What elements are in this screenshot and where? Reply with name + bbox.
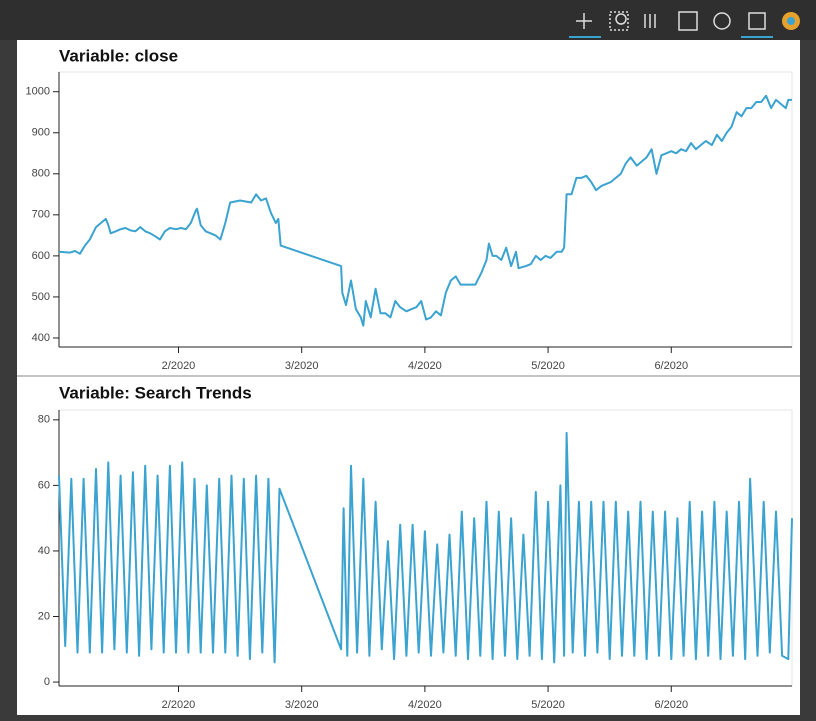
x-tick-label: 2/2020 xyxy=(162,360,196,372)
y-tick-label: 400 xyxy=(32,332,50,344)
reset-tool[interactable] xyxy=(713,12,731,30)
x-tick-label: 4/2020 xyxy=(408,360,442,372)
box-zoom-tool[interactable] xyxy=(609,11,629,31)
bokeh-logo-center xyxy=(787,17,795,25)
y-tick-label: 60 xyxy=(38,479,50,491)
zoom-lens xyxy=(615,13,627,25)
x-tick-label: 6/2020 xyxy=(654,360,688,372)
y-tick-label: 0 xyxy=(44,676,50,688)
x-tick-label: 3/2020 xyxy=(285,360,319,372)
y-tick-label: 700 xyxy=(32,209,50,221)
line-series xyxy=(58,431,793,664)
wheel-zoom-tool[interactable] xyxy=(644,14,656,28)
y-tick-label: 800 xyxy=(32,168,50,180)
y-tick-label: 80 xyxy=(38,414,50,426)
save-tool[interactable] xyxy=(678,11,698,31)
y-tick-label: 40 xyxy=(38,545,50,557)
x-tick-label: 2/2020 xyxy=(162,699,196,711)
pan-tool[interactable] xyxy=(576,13,592,29)
y-tick-label: 500 xyxy=(32,291,50,303)
y-tick-label: 600 xyxy=(32,250,50,262)
y-tick-label: 900 xyxy=(32,127,50,139)
x-tick-label: 4/2020 xyxy=(408,699,442,711)
toolbar xyxy=(0,0,816,40)
line-series xyxy=(58,94,792,327)
x-tick-label: 5/2020 xyxy=(531,699,565,711)
x-tick-label: 5/2020 xyxy=(531,360,565,372)
y-tick-label: 1000 xyxy=(26,86,50,98)
y-tick-label: 20 xyxy=(38,610,50,622)
toolbar-icons xyxy=(569,11,773,38)
chart-title: Variable: close xyxy=(59,46,178,65)
chart-title: Variable: Search Trends xyxy=(59,383,252,402)
x-tick-label: 3/2020 xyxy=(285,699,319,711)
hover-tool[interactable] xyxy=(748,12,766,30)
x-tick-label: 6/2020 xyxy=(654,699,688,711)
